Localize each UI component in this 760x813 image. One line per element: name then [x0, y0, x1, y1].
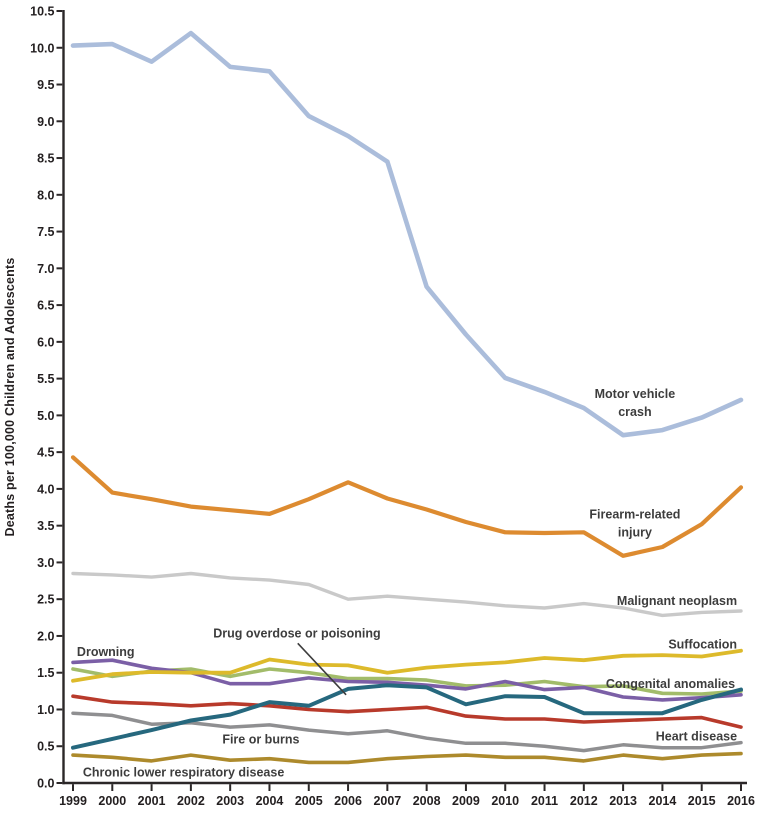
y-tick-label: 1.5 [37, 666, 54, 680]
x-tick-label: 2011 [531, 794, 558, 808]
series-label-firearm-related-injury: Firearm-related [589, 507, 680, 521]
x-tick-label: 2000 [98, 794, 126, 808]
drug-overdose-pointer-line [297, 642, 347, 696]
series-line-drug-overdose-or-poisoning [71, 683, 743, 750]
series-line-congenital-anomalies [71, 667, 743, 696]
y-tick-label: 7.0 [37, 262, 54, 276]
x-tick-label: 2003 [216, 794, 244, 808]
series-label-suffocation: Suffocation [668, 638, 737, 652]
x-axis: 1999 2000 2001 2002 2003 2004 2005 2006 2007 2008… [59, 781, 755, 808]
y-tick-label: 1.0 [37, 703, 54, 717]
y-axis: 0.0 0.5 1.0 1.5 2.0 2.5 3.0 3.5 4.0 4.5 5.0 5.5 6.0 6… [30, 5, 65, 791]
series-line-firearm-related-injury [70, 455, 744, 558]
x-tick-label: 2013 [609, 794, 637, 808]
x-tick-label: 1999 [59, 794, 87, 808]
y-tick-label: 2.5 [37, 593, 54, 607]
y-tick-label: 7.5 [37, 225, 54, 239]
x-tick-label: 2014 [649, 794, 677, 808]
x-tick-label: 2009 [452, 794, 480, 808]
y-tick-label: 3.0 [37, 556, 54, 570]
series-label-chronic-lower-respiratory-disease: Chronic lower respiratory disease [83, 765, 285, 779]
series-label-motor-vehicle-crash: Motor vehicle [595, 387, 676, 401]
y-tick-label: 10.0 [30, 41, 54, 55]
series-labels: Motor vehicle crash Firearm-related injury M… [77, 387, 737, 780]
series-label-malignant-neoplasm: Malignant neoplasm [617, 594, 737, 608]
y-tick-label: 9.5 [37, 78, 54, 92]
y-tick-label: 8.0 [37, 188, 54, 202]
series-line-chronic-lower-respiratory-disease [71, 751, 743, 765]
y-tick-label: 5.5 [37, 372, 54, 386]
series-line-motor-vehicle-crash [70, 30, 744, 438]
x-tick-label: 2010 [491, 794, 519, 808]
series-label-drowning: Drowning [77, 645, 135, 659]
series-label-heart-disease: Heart disease [656, 729, 737, 743]
series-label-motor-vehicle-crash: crash [618, 405, 651, 419]
x-tick-label: 2006 [334, 794, 362, 808]
x-tick-label: 2015 [688, 794, 716, 808]
y-tick-label: 6.0 [37, 335, 54, 349]
y-axis-title: Deaths per 100,000 Children and Adolesce… [3, 257, 17, 536]
y-tick-label: 4.5 [37, 446, 54, 460]
series-lines [70, 30, 744, 765]
x-tick-label: 2016 [727, 794, 755, 808]
y-tick-label: 9.0 [37, 115, 54, 129]
x-tick-label: 2001 [138, 794, 166, 808]
x-tick-label: 2005 [295, 794, 323, 808]
y-tick-label: 8.5 [37, 152, 54, 166]
x-tick-label: 2007 [373, 794, 401, 808]
series-label-fire-or-burns: Fire or burns [222, 732, 299, 746]
x-tick-label: 2012 [570, 794, 598, 808]
series-label-congenital-anomalies: Congenital anomalies [606, 677, 735, 691]
series-line-suffocation [71, 648, 743, 683]
y-tick-label: 2.0 [37, 629, 54, 643]
y-tick-label: 0.0 [37, 777, 54, 791]
series-line-malignant-neoplasm [71, 571, 743, 618]
x-tick-label: 2002 [177, 794, 205, 808]
series-label-drug-overdose-or-poisoning: Drug overdose or poisoning [213, 627, 380, 641]
y-tick-label: 10.5 [30, 5, 54, 19]
y-tick-label: 0.5 [37, 740, 54, 754]
y-tick-label: 4.0 [37, 482, 54, 496]
y-tick-label: 3.5 [37, 519, 54, 533]
series-label-firearm-related-injury: injury [618, 525, 652, 539]
x-tick-label: 2008 [413, 794, 441, 808]
y-tick-label: 6.5 [37, 299, 54, 313]
x-tick-label: 2004 [256, 794, 284, 808]
y-tick-label: 5.0 [37, 409, 54, 423]
series-line-heart-disease [71, 694, 743, 729]
